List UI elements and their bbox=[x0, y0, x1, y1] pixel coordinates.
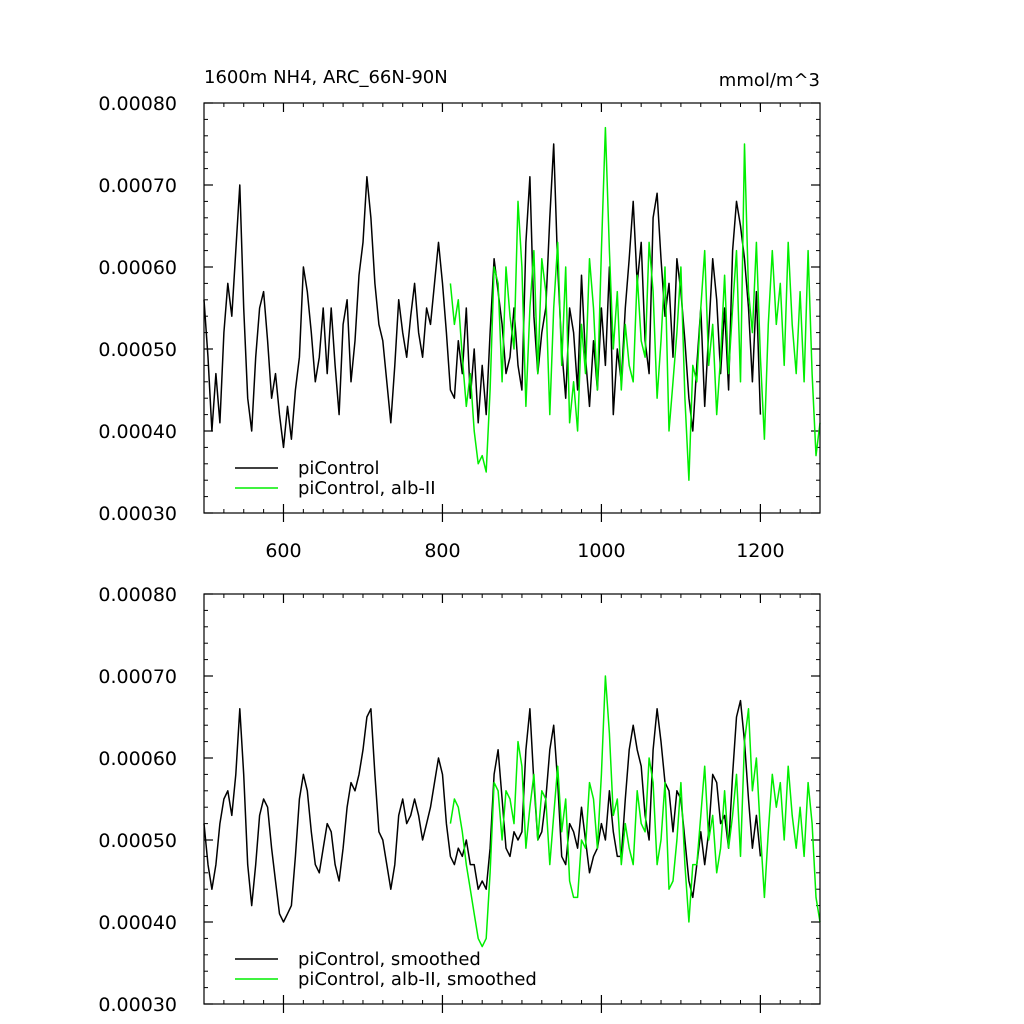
plot-frame bbox=[203, 593, 821, 1005]
series-line bbox=[203, 143, 762, 449]
series-group bbox=[203, 126, 821, 481]
axis-ticks: 0.00030 0.00040 0.00050 0.00060 0.00070 0.000… bbox=[98, 93, 821, 562]
y-tick-label: 0.00070 bbox=[98, 666, 177, 688]
legend-label: piControl, smoothed bbox=[298, 949, 481, 970]
chart-title: 1600m NH4, ARC_66N-90N bbox=[204, 67, 448, 88]
axis-ticks: 0.00030 0.00040 0.00050 0.00060 0.00070 0.000… bbox=[98, 584, 821, 1016]
x-tick-label: 600 bbox=[265, 540, 301, 562]
x-tick-label: 800 bbox=[424, 540, 460, 562]
y-tick-label: 0.00060 bbox=[98, 257, 177, 279]
series-line bbox=[203, 699, 762, 923]
bottom-panel: 0.00030 0.00040 0.00050 0.00060 0.00070 0.000… bbox=[98, 584, 821, 1016]
legend-label: piControl, alb-II, smoothed bbox=[298, 969, 537, 990]
series-group bbox=[203, 675, 821, 948]
y-tick-label: 0.00030 bbox=[98, 503, 177, 525]
legend-label: piControl bbox=[298, 458, 380, 479]
top-panel: 1600m NH4, ARC_66N-90N mmol/m^3 0.000300… bbox=[98, 67, 821, 562]
y-tick-label: 0.00070 bbox=[98, 175, 177, 197]
series-line bbox=[449, 675, 821, 948]
x-tick-label: 1000 bbox=[577, 540, 625, 562]
y-tick-label: 0.00040 bbox=[98, 912, 177, 934]
y-tick-label: 0.00080 bbox=[98, 584, 177, 606]
x-tick-label: 1200 bbox=[736, 540, 784, 562]
y-tick-label: 0.00050 bbox=[98, 339, 177, 361]
plot-frame bbox=[203, 102, 821, 514]
units-label: mmol/m^3 bbox=[719, 70, 820, 91]
y-tick-label: 0.00040 bbox=[98, 421, 177, 443]
y-tick-label: 0.00030 bbox=[98, 994, 177, 1016]
legend-label: piControl, alb-II bbox=[298, 478, 436, 499]
y-tick-label: 0.00080 bbox=[98, 93, 177, 115]
y-tick-label: 0.00050 bbox=[98, 830, 177, 852]
y-tick-label: 0.00060 bbox=[98, 748, 177, 770]
series-line bbox=[449, 126, 821, 481]
